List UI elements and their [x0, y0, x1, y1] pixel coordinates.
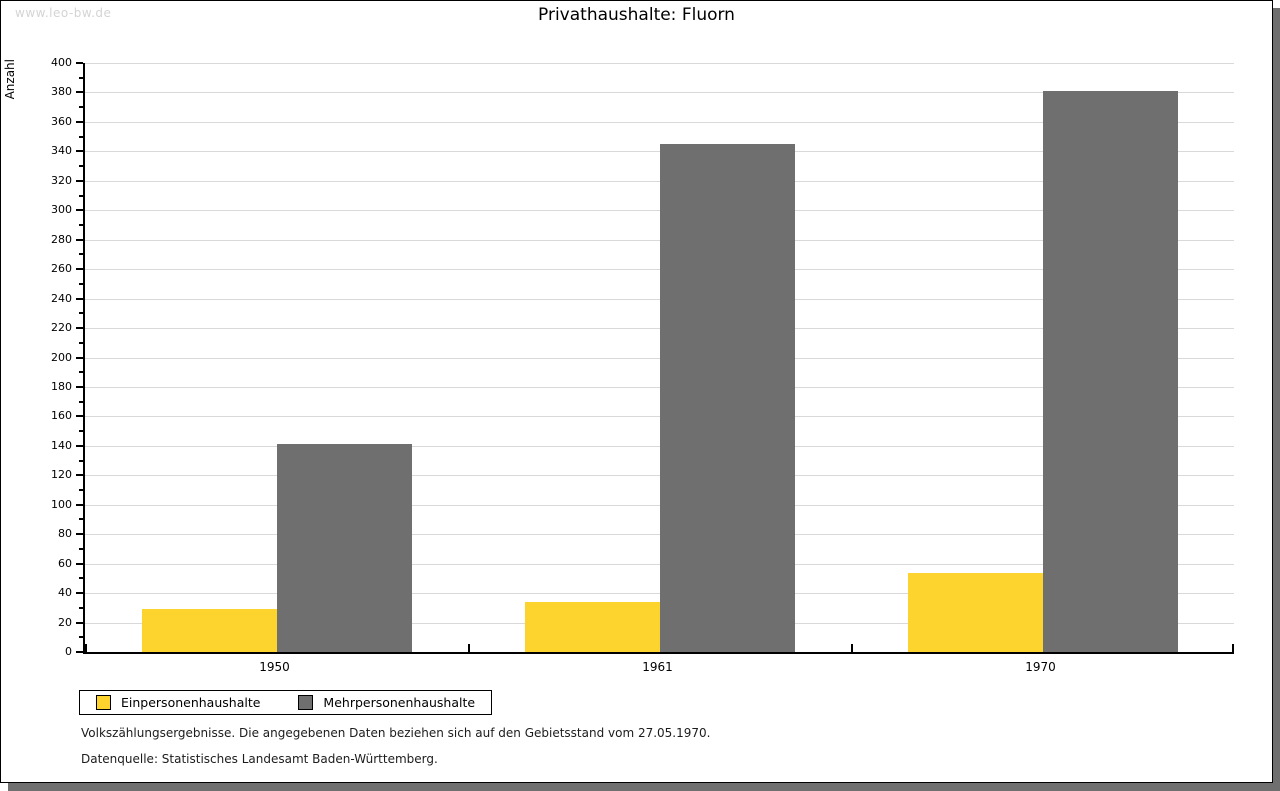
y-tick-label: 300 [51, 203, 72, 217]
y-major-tick [76, 62, 83, 64]
x-boundary-tick [468, 644, 470, 652]
y-minor-tick [79, 106, 83, 109]
y-major-tick [76, 327, 83, 330]
gridline [85, 63, 1234, 64]
y-minor-tick [79, 76, 83, 79]
y-major-tick [76, 503, 83, 506]
chart-title: Privathaushalte: Fluorn [538, 5, 735, 25]
y-minor-tick [79, 165, 83, 168]
y-major-tick [76, 385, 83, 388]
y-major-tick [76, 592, 83, 595]
y-minor-tick [79, 194, 83, 197]
watermark-text: www.leo-bw.de [15, 6, 112, 20]
legend-item-mehrpersonenhaushalte: Mehrpersonenhaushalte [298, 695, 475, 710]
y-major-tick [76, 238, 83, 241]
y-tick-label: 20 [58, 615, 72, 629]
x-category-label: 1950 [259, 660, 290, 674]
y-minor-tick [79, 282, 83, 285]
y-minor-tick [79, 400, 83, 403]
bar-einpersonenhaushalte-1961 [524, 601, 660, 652]
y-tick-label: 280 [51, 232, 72, 246]
y-tick-label: 240 [51, 291, 72, 305]
bar-mehrpersonenhaushalte-1950 [276, 444, 412, 652]
y-major-tick [76, 621, 83, 624]
y-tick-label: 180 [51, 379, 72, 393]
y-minor-tick [79, 606, 83, 609]
x-boundary-tick [85, 644, 87, 652]
y-major-tick [76, 179, 83, 182]
legend-swatch-yellow [96, 695, 111, 710]
y-tick-label: 120 [51, 468, 72, 482]
footer-note-source-date: Volkszählungsergebnisse. Die angegebenen… [81, 726, 711, 740]
y-major-tick [76, 533, 83, 536]
y-minor-tick [79, 489, 83, 492]
legend: Einpersonenhaushalte Mehrpersonenhaushal… [79, 690, 493, 715]
y-minor-tick [79, 430, 83, 433]
y-minor-tick [79, 341, 83, 344]
y-tick-label: 220 [51, 321, 72, 335]
legend-item-einpersonenhaushalte: Einpersonenhaushalte [96, 695, 260, 710]
y-tick-label: 0 [65, 645, 72, 658]
y-major-tick [76, 150, 83, 153]
y-major-tick [76, 91, 83, 94]
y-tick-label: 320 [51, 173, 72, 187]
bar-mehrpersonenhaushalte-1961 [659, 144, 795, 652]
y-tick-label: 380 [51, 85, 72, 99]
y-tick-label: 360 [51, 114, 72, 128]
y-minor-tick [79, 223, 83, 226]
y-tick-label: 100 [51, 497, 72, 511]
y-minor-tick [79, 253, 83, 256]
y-minor-tick [79, 636, 83, 639]
x-category-label: 1961 [642, 660, 673, 674]
x-boundary-tick [851, 644, 853, 652]
y-tick-label: 260 [51, 262, 72, 276]
y-minor-tick [79, 459, 83, 462]
y-major-tick [76, 474, 83, 477]
y-tick-label: 400 [51, 56, 72, 69]
y-major-tick [76, 415, 83, 418]
y-axis-label: Anzahl [3, 59, 17, 100]
y-tick-label: 200 [51, 350, 72, 364]
bar-mehrpersonenhaushalte-1970 [1042, 90, 1178, 652]
bar-einpersonenhaushalte-1970 [907, 572, 1043, 652]
y-minor-tick [79, 518, 83, 521]
y-minor-tick [79, 312, 83, 315]
y-minor-tick [79, 547, 83, 550]
y-major-tick [76, 120, 83, 123]
y-tick-label: 140 [51, 438, 72, 452]
plot-area [83, 63, 1234, 654]
y-minor-tick [79, 135, 83, 138]
y-tick-label: 80 [58, 527, 72, 541]
legend-label: Einpersonenhaushalte [121, 695, 261, 710]
y-tick-label: 60 [58, 556, 72, 570]
y-major-tick [76, 562, 83, 565]
y-minor-tick [79, 371, 83, 374]
y-major-tick [76, 209, 83, 212]
y-tick-label: 160 [51, 409, 72, 423]
gridline [85, 121, 1234, 123]
x-boundary-tick [1232, 644, 1234, 652]
legend-swatch-gray [298, 695, 314, 710]
gridline [85, 92, 1234, 94]
y-major-tick [76, 356, 83, 359]
y-tick-label: 40 [58, 586, 72, 600]
legend-label: Mehrpersonenhaushalte [323, 695, 476, 710]
y-minor-tick [79, 577, 83, 580]
y-tick-label: 340 [51, 144, 72, 158]
y-major-tick [76, 651, 83, 653]
y-major-tick [76, 297, 83, 300]
bar-einpersonenhaushalte-1950 [141, 609, 277, 652]
footer-note-data-source: Datenquelle: Statistisches Landesamt Bad… [81, 752, 438, 766]
y-major-tick [76, 444, 83, 447]
y-major-tick [76, 268, 83, 271]
x-category-label: 1970 [1025, 660, 1056, 674]
